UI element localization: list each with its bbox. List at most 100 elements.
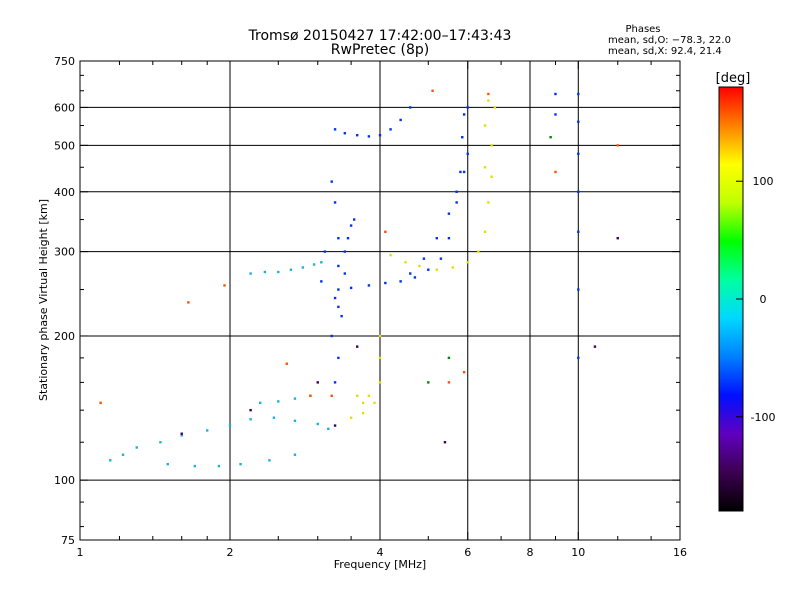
data-point	[490, 175, 493, 178]
data-point	[327, 427, 330, 431]
data-point	[263, 270, 267, 274]
data-point	[293, 453, 297, 456]
data-point	[109, 459, 112, 462]
colorbar-tick-label: 100	[753, 175, 774, 188]
data-point	[493, 106, 497, 109]
data-point	[367, 284, 371, 287]
data-point	[435, 268, 438, 271]
series-0	[109, 261, 330, 468]
x-tick-label: 10	[571, 546, 585, 559]
data-point	[439, 257, 443, 260]
data-point	[268, 459, 271, 462]
data-point	[346, 236, 350, 240]
x-tick-label: 16	[673, 546, 687, 559]
data-point	[367, 135, 371, 138]
data-point	[384, 281, 387, 285]
stats-line-x: mean, sd,X: 92.4, 21.4	[608, 46, 722, 57]
data-point	[462, 113, 466, 116]
x-tick-label: 2	[227, 546, 234, 559]
data-point	[249, 272, 252, 275]
data-point	[427, 268, 430, 271]
data-point	[373, 401, 376, 405]
data-point	[389, 253, 392, 257]
data-point	[466, 106, 469, 109]
data-point	[316, 422, 319, 426]
y-tick-label: 200	[54, 330, 75, 343]
y-axis: 75 100 200 300 400 500 600 750	[54, 55, 680, 547]
series-2	[349, 99, 497, 419]
data-point	[330, 394, 333, 398]
data-point	[293, 419, 297, 423]
data-point	[309, 394, 312, 398]
data-point	[577, 356, 580, 360]
data-point	[343, 132, 347, 135]
data-point	[418, 264, 421, 268]
data-point	[349, 224, 353, 227]
data-point	[349, 286, 353, 290]
data-point	[316, 381, 319, 384]
data-point	[399, 118, 402, 122]
data-point	[367, 394, 371, 398]
data-point	[487, 201, 490, 204]
data-point	[483, 124, 487, 127]
data-point	[384, 230, 387, 233]
colorbar-label: [deg]	[716, 71, 751, 86]
data-point	[121, 453, 125, 456]
data-point	[355, 133, 359, 137]
data-point	[228, 424, 232, 427]
data-point	[483, 230, 487, 233]
y-tick-label: 750	[54, 55, 75, 68]
data-point	[554, 92, 557, 96]
data-point	[378, 381, 382, 384]
x-axis-label: Frequency [MHz]	[334, 558, 426, 571]
data-point	[549, 135, 552, 139]
data-point	[378, 356, 382, 360]
data-point	[616, 236, 619, 240]
data-point	[361, 411, 365, 415]
data-point	[259, 401, 262, 405]
data-point	[349, 416, 353, 419]
data-point	[466, 261, 469, 264]
data-point	[455, 201, 458, 204]
data-point	[340, 314, 343, 318]
chart-title: Tromsø 20150427 17:42:00–17:43:43	[248, 28, 512, 44]
data-point	[320, 280, 323, 283]
chart-subtitle: RwPretec (8p)	[331, 42, 429, 58]
data-point	[289, 268, 293, 271]
data-point	[490, 144, 493, 147]
data-point	[577, 230, 580, 233]
data-point	[451, 266, 455, 269]
data-point	[193, 464, 197, 468]
series-3	[99, 89, 619, 405]
data-point	[333, 296, 337, 300]
data-point	[577, 288, 580, 291]
x-tick-label: 8	[527, 546, 534, 559]
y-tick-label: 75	[61, 534, 75, 547]
data-point	[272, 416, 276, 419]
data-point	[409, 106, 412, 109]
data-point	[187, 301, 190, 304]
data-point	[554, 170, 557, 174]
data-point	[427, 381, 430, 384]
data-point	[422, 257, 426, 260]
data-point	[462, 170, 466, 174]
series-4	[427, 135, 552, 384]
data-point	[487, 99, 490, 102]
data-point	[554, 113, 557, 116]
colorbar-tick-label: -100	[751, 411, 776, 424]
data-point	[577, 190, 580, 193]
colorbar-ticks: 100 0 -100	[736, 175, 775, 424]
data-point	[355, 394, 359, 398]
data-point	[205, 429, 209, 432]
x-axis: 1 2 4 6 8 10 16	[77, 61, 687, 559]
data-point	[466, 152, 469, 156]
data-point	[249, 418, 252, 421]
y-tick-label: 400	[54, 186, 75, 199]
data-point	[135, 446, 138, 449]
data-point	[435, 236, 438, 240]
data-point	[487, 92, 490, 96]
data-point	[409, 272, 412, 275]
data-point	[337, 305, 340, 309]
data-point	[483, 166, 487, 169]
data-point	[399, 280, 402, 283]
